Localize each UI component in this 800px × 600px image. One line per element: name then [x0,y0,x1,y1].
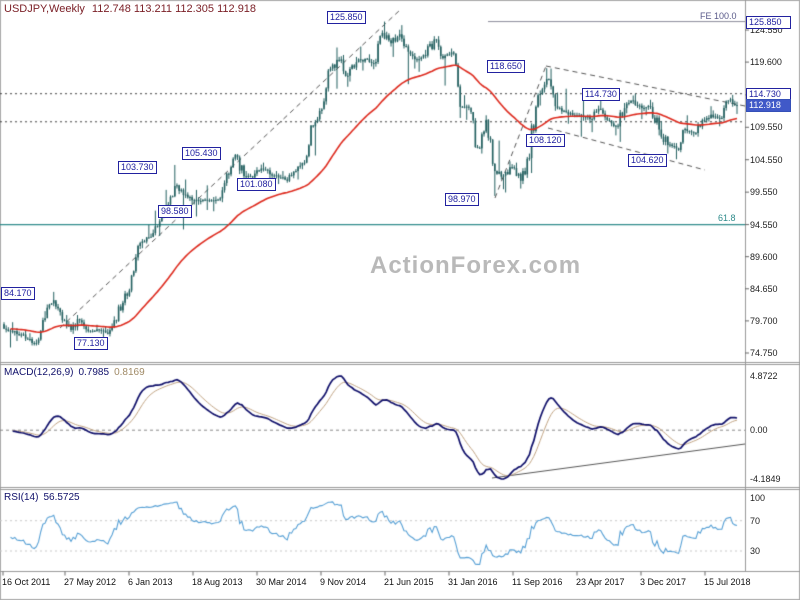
date-label: 15 Jul 2018 [704,577,751,587]
price-annotation: 105.430 [182,146,221,160]
date-label: 18 Aug 2013 [192,577,243,587]
date-label: 31 Jan 2016 [448,577,498,587]
date-label: 21 Jun 2015 [384,577,434,587]
price-annotation: 77.130 [74,336,108,350]
rsi-indicator-label: RSI(14) 56.5725 [4,492,80,503]
fibonacci-expansion-label: FE 100.0 [700,11,737,21]
date-label: 23 Apr 2017 [576,577,625,587]
date-label: 30 Mar 2014 [256,577,307,587]
macd-name: MACD(12,26,9) [4,367,74,378]
rsi-axis-label: 30 [750,545,761,556]
date-label: 27 May 2012 [64,577,117,587]
rsi-current-value: 56.5725 [43,492,80,503]
macd-indicator-label: MACD(12,26,9) 0.7985 0.8169 [4,367,145,378]
rsi-name: RSI(14) [4,492,39,503]
price-axis-label: 74.750 [750,348,778,358]
price-annotation: 118.650 [487,59,525,73]
price-annotation: 108.120 [526,134,565,148]
date-label: 11 Sep 2016 [512,577,563,587]
price-annotation: 125.850 [327,11,366,24]
ohlc-values: 112.748 113.211 112.305 112.918 [91,3,257,15]
price-annotation: 101.080 [237,178,276,192]
macd-current-value: 0.7985 [78,367,110,378]
price-axis-label: 99.550 [750,187,778,198]
macd-axis-min-label: -4.1849 [750,474,781,484]
chart-title: USDJPY,Weekly 112.748 113.211 112.305 112… [4,3,256,15]
price-axis-label: 94.550 [750,219,778,230]
price-annotation: 103.730 [118,161,157,175]
macd-axis-max-label: 4.8722 [750,371,778,381]
price-axis-label: 84.650 [750,283,778,294]
price-annotation: 98.580 [158,204,192,218]
date-label: 9 Nov 2014 [320,577,367,587]
price-axis-label: 109.550 [750,122,783,133]
price-annotation: 84.170 [1,286,35,300]
price-axis-label: 89.600 [750,251,778,262]
date-label: 3 Dec 2017 [640,577,687,587]
price-level-box: 125.850 [746,15,791,29]
price-level-box: 112.918 [746,99,791,113]
date-label: 6 Jan 2013 [128,577,173,587]
price-annotation: 98.970 [445,192,479,206]
macd-signal-value: 0.8169 [114,367,145,378]
macd-axis-zero-label: 0.00 [750,425,768,436]
rsi-axis-label: 100 [750,493,766,503]
symbol-timeframe-label: USDJPY,Weekly [4,3,85,15]
price-axis-label: 124.550 [750,25,783,35]
price-annotation: 114.730 [582,88,620,102]
fibonacci-retracement-label: 61.8 [718,213,736,223]
date-label: 16 Oct 2011 [2,577,51,587]
rsi-axis-label: 70 [750,515,761,526]
price-axis-label: 104.550 [750,154,783,165]
price-axis-label: 119.600 [750,57,782,68]
price-axis-label: 79.700 [750,315,778,326]
price-annotation: 104.620 [628,153,667,167]
